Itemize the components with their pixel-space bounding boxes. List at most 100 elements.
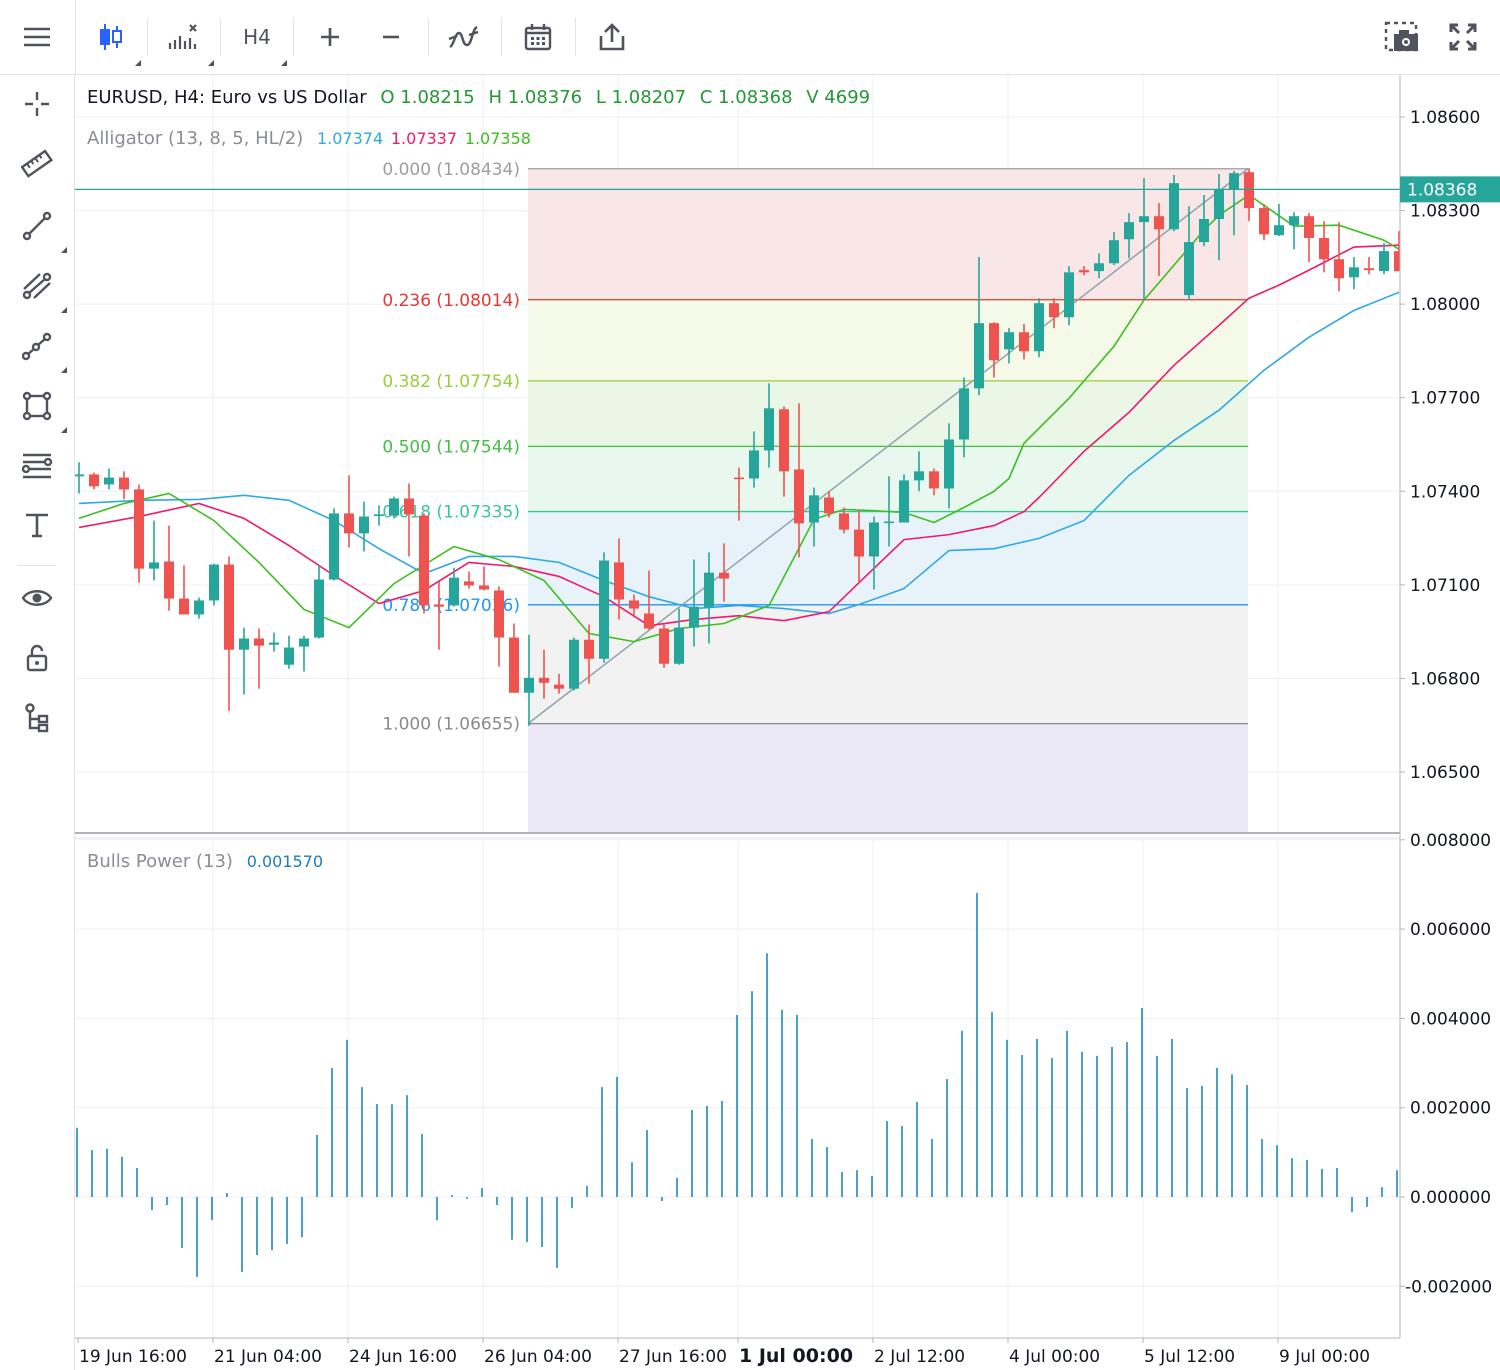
candle [659, 623, 669, 668]
candle-body [1349, 267, 1359, 278]
indicators-button[interactable] [161, 15, 205, 59]
share-button[interactable] [590, 15, 634, 59]
lock-toggle[interactable] [15, 636, 59, 680]
fib-trend-line[interactable] [527, 168, 1249, 725]
candle [704, 552, 714, 644]
candle [1289, 212, 1299, 250]
curve-indicator-icon [448, 25, 479, 49]
price-tick-label: 1.08600 [1410, 108, 1480, 128]
calendar-icon [524, 24, 552, 51]
candle-body [674, 627, 684, 664]
calendar-button[interactable] [516, 15, 560, 59]
zoom-in-button[interactable] [308, 15, 352, 59]
menu-button[interactable] [15, 15, 59, 59]
candle [449, 567, 459, 607]
candle [1019, 324, 1029, 360]
rectangle-tool[interactable] [15, 384, 59, 428]
candle [554, 673, 564, 694]
alligator-lips-value: 1.07358 [464, 129, 531, 148]
ruler-tool[interactable] [15, 142, 59, 186]
open-value: O 1.08215 [380, 87, 475, 108]
fib-zone [528, 299, 1248, 381]
candle [1274, 204, 1284, 237]
candle [284, 635, 294, 669]
trend-line-tool[interactable] [15, 204, 59, 248]
candle-body [539, 677, 549, 683]
object-tree-icon [25, 703, 49, 733]
object-tree-button[interactable] [15, 696, 59, 740]
candle-body [629, 600, 639, 609]
candle-body [989, 323, 999, 361]
polyline-tool[interactable] [15, 324, 59, 368]
candle-body [944, 439, 954, 489]
time-tick-label: 4 Jul 00:00 [1009, 1347, 1100, 1367]
candle [1004, 328, 1014, 364]
trend-line-icon [22, 211, 52, 241]
screenshot-button[interactable] [1380, 15, 1424, 59]
candle [1259, 204, 1269, 241]
interval-button[interactable]: H4 [235, 15, 279, 59]
candle [1214, 174, 1224, 261]
polyline-icon [22, 332, 52, 361]
channel-tool[interactable] [15, 264, 59, 308]
fullscreen-button[interactable] [1441, 15, 1485, 59]
candle-body [314, 579, 324, 638]
candle-body [1364, 268, 1374, 271]
candle-body [404, 498, 414, 515]
candle [944, 423, 954, 509]
time-tick-label: 24 Jun 16:00 [349, 1347, 457, 1367]
candle-body [1184, 242, 1194, 296]
candle-body [389, 498, 399, 516]
high-value: H 1.08376 [488, 87, 583, 108]
candle-body [1019, 332, 1029, 352]
volume-value: V 4699 [806, 87, 871, 108]
fib-zone [528, 380, 1248, 447]
candle-body [374, 514, 384, 516]
candle [104, 468, 114, 490]
visibility-toggle[interactable] [15, 576, 59, 620]
candle-body [1319, 238, 1329, 260]
candle [314, 565, 324, 639]
fib-level-label: 0.236 (1.08014) [382, 291, 520, 311]
candle [524, 634, 534, 726]
candle [1349, 257, 1359, 290]
candle-body [1109, 240, 1119, 264]
zoom-out-button[interactable] [369, 15, 413, 59]
fib-tool[interactable] [15, 444, 59, 488]
candle [1049, 298, 1059, 329]
candle-body [704, 572, 714, 608]
bulls-power-legend[interactable]: Bulls Power (13) 0.001570 [87, 851, 331, 872]
candle-body [329, 513, 339, 580]
alligator-teeth-value: 1.07337 [390, 129, 458, 148]
text-tool[interactable] [15, 503, 59, 547]
candle [1394, 231, 1400, 272]
candle [404, 483, 414, 557]
fullscreen-icon [1449, 23, 1477, 51]
candle-body [599, 560, 609, 659]
low-value: L 1.08207 [595, 87, 687, 108]
chart-type-button[interactable] [89, 15, 133, 59]
parallel-channel-icon [22, 272, 52, 300]
crosshair-tool[interactable] [15, 82, 59, 126]
candle [164, 525, 174, 611]
candle [419, 513, 429, 614]
time-tick-label: 5 Jul 12:00 [1144, 1347, 1235, 1367]
fib-level-label: 0.618 (1.07335) [382, 503, 520, 523]
drawing-button[interactable] [442, 15, 486, 59]
bulls-tick-label: 0.006000 [1410, 920, 1491, 940]
alligator-legend[interactable]: Alligator (13, 8, 5, HL/2) 1.07374 1.073… [87, 128, 539, 149]
candle-body [419, 515, 429, 606]
price-axis[interactable] [1401, 75, 1500, 1338]
rectangle-icon [22, 391, 52, 421]
candle [179, 565, 189, 615]
fib-levels-icon [21, 453, 53, 479]
candle [734, 467, 744, 521]
candle [899, 474, 909, 523]
eye-icon [21, 590, 53, 606]
minus-icon [383, 35, 399, 39]
price-tick-label: 1.08000 [1410, 295, 1480, 315]
candle-body [1064, 272, 1074, 318]
candle [389, 496, 399, 519]
fib-retracement[interactable]: 0.000 (1.08434) 0.236 (1.08014) 0.382 (1.0… [382, 160, 1249, 832]
